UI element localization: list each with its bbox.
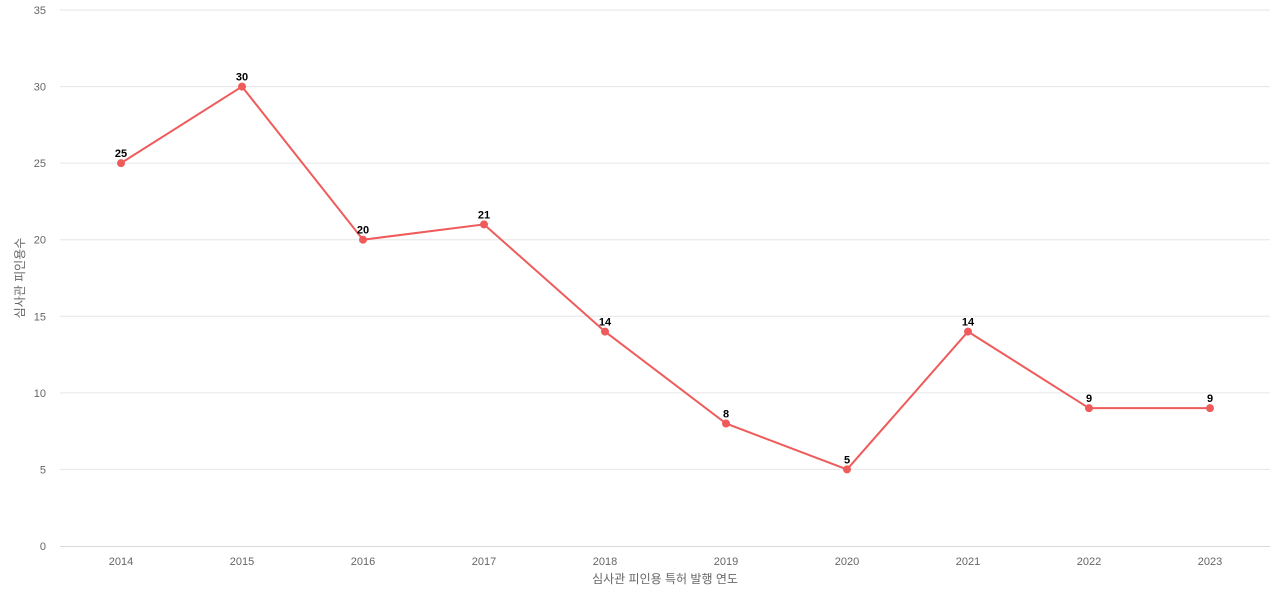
y-tick-label: 10 [34,388,46,400]
data-label: 9 [1086,393,1092,405]
series-layer [117,82,1214,474]
data-point[interactable] [117,159,125,168]
data-point[interactable] [1085,404,1093,413]
y-tick-label: 0 [40,541,46,553]
data-point[interactable] [722,419,730,428]
data-point[interactable] [480,220,488,229]
x-tick-label: 2014 [109,556,133,568]
y-tick-label: 15 [34,311,46,323]
data-label: 25 [115,148,127,160]
x-tick-label: 2015 [230,556,254,568]
data-label: 9 [1207,393,1213,405]
data-label: 8 [723,408,729,420]
y-tick-label: 35 [34,5,46,17]
data-label: 20 [357,225,369,237]
x-tick-label: 2023 [1198,556,1222,568]
x-tick-label: 2022 [1077,556,1101,568]
y-tick-label: 20 [34,235,46,247]
y-tick-label: 25 [34,158,46,170]
data-label: 5 [844,454,850,466]
y-tick-label: 30 [34,82,46,94]
data-label: 14 [599,317,612,329]
data-label: 30 [236,72,248,84]
y-axis-title: 심사관 피인용수 [13,238,27,319]
data-point[interactable] [1206,404,1214,413]
y-axis-ticks: 0 5 10 15 20 25 30 35 [34,5,46,553]
data-point[interactable] [238,82,246,91]
data-point[interactable] [359,235,367,244]
grid-lines [60,9,1270,470]
data-label: 21 [478,209,490,221]
data-point[interactable] [601,327,609,336]
data-labels: 25 30 20 21 14 8 5 14 9 9 [115,72,1213,467]
series-line [120,85,1210,471]
y-tick-label: 5 [40,464,46,476]
data-label: 14 [962,317,975,329]
x-tick-label: 2018 [593,556,617,568]
data-point[interactable] [964,327,972,336]
data-point[interactable] [843,465,851,474]
x-tick-label: 2021 [956,556,980,568]
x-tick-label: 2020 [835,556,859,568]
x-axis-ticks: 2014 2015 2016 2017 2018 2019 2020 2021 2022 2023 [109,556,1222,568]
x-tick-label: 2017 [472,556,496,568]
x-axis-title: 심사관 피인용 특허 발행 연도 [592,571,738,586]
x-tick-label: 2019 [714,556,738,568]
x-tick-label: 2016 [351,556,375,568]
